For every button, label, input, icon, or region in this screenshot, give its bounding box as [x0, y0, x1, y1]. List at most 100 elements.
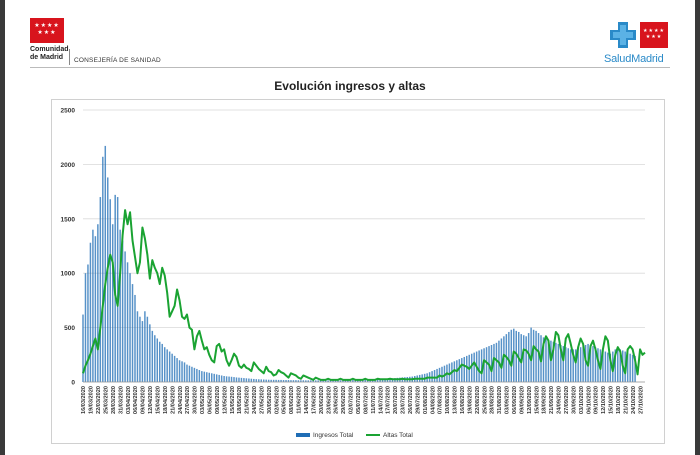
ingresos-bar — [347, 380, 349, 382]
x-tick-label: 31/08/2020 — [497, 386, 503, 414]
x-tick-label: 18/10/2020 — [616, 386, 622, 414]
x-tick-label: 10/08/2020 — [445, 386, 451, 414]
x-tick-label: 30/09/2020 — [571, 386, 577, 414]
x-tick-label: 12/04/2020 — [148, 386, 154, 414]
ingresos-bar — [545, 338, 547, 382]
x-tick-label: 12/05/2020 — [222, 386, 228, 414]
x-tick-label: 24/09/2020 — [557, 386, 563, 414]
ingresos-bar — [317, 380, 319, 382]
altas-line-layer — [82, 209, 646, 381]
x-tick-label: 11/07/2020 — [371, 386, 377, 414]
ingresos-bar — [277, 379, 280, 382]
x-tick-label: 04/08/2020 — [430, 386, 436, 414]
ingresos-bar — [139, 316, 141, 382]
x-tick-label: 27/05/2020 — [259, 386, 265, 414]
ingresos-bar — [287, 380, 290, 382]
ingresos-bar — [364, 379, 366, 382]
ingresos-bar — [431, 371, 433, 382]
ingresos-bar — [297, 380, 300, 382]
ingresos-bar — [515, 330, 518, 382]
x-tick-label: 28/08/2020 — [490, 386, 496, 414]
ingresos-bar — [116, 197, 119, 382]
ingresos-bar — [485, 347, 488, 382]
x-tick-label: 05/06/2020 — [282, 386, 288, 414]
ingresos-bar — [337, 380, 339, 382]
salud-cross-icon — [610, 22, 636, 48]
ingresos-bar — [300, 380, 302, 382]
ingresos-bar — [470, 353, 473, 382]
ingresos-bar — [525, 336, 527, 382]
ingresos-bar — [176, 358, 178, 382]
ingresos-bar — [441, 366, 443, 382]
x-tick-label: 24/10/2020 — [631, 386, 637, 414]
ingresos-bar — [126, 262, 129, 382]
x-tick-label: 05/07/2020 — [356, 386, 362, 414]
x-tick-label: 25/08/2020 — [482, 386, 488, 414]
ingresos-bar — [186, 364, 188, 382]
ingresos-bar — [379, 378, 381, 382]
ingresos-bar — [436, 368, 438, 382]
ingresos-bar — [206, 372, 208, 382]
salud-red-flag: ★★★★ ★★★ — [640, 22, 668, 48]
ingresos-bar — [228, 376, 230, 382]
ingresos-bar — [245, 378, 248, 382]
ingresos-bar — [569, 349, 572, 382]
ingresos-bar — [389, 378, 391, 382]
ingresos-bar — [594, 347, 597, 382]
x-tick-label: 25/03/2020 — [103, 386, 109, 414]
x-tick-label: 21/05/2020 — [245, 386, 251, 414]
ingresos-bar — [352, 379, 354, 382]
x-axis: 16/03/2020 19/03/2020 22/03/2020 25/03/2020… — [81, 381, 645, 414]
ingresos-bar — [154, 335, 156, 382]
y-tick-label: 0 — [71, 380, 75, 387]
x-tick-label: 11/06/2020 — [297, 386, 303, 414]
ingresos-bar — [295, 380, 297, 382]
ingresos-bar — [322, 380, 324, 382]
ingresos-bar — [339, 380, 342, 382]
ingresos-bar — [555, 342, 557, 382]
x-tick-label: 07/08/2020 — [438, 386, 444, 414]
x-tick-label: 29/06/2020 — [341, 386, 347, 414]
ingresos-bar — [565, 347, 567, 382]
x-tick-label: 02/07/2020 — [349, 386, 355, 414]
ingresos-bar — [156, 338, 159, 382]
ingresos-bar — [607, 352, 609, 382]
ingresos-bar — [171, 353, 173, 382]
x-tick-label: 27/04/2020 — [185, 386, 191, 414]
ingresos-bar — [384, 378, 386, 382]
ingresos-bar — [550, 340, 552, 382]
x-tick-label: 09/04/2020 — [141, 386, 147, 414]
ingresos-bar — [617, 347, 619, 382]
chart-legend: Ingresos Total Altas Total — [296, 432, 413, 439]
ingresos-bar — [208, 372, 211, 382]
ingresos-bar — [124, 251, 126, 382]
x-tick-label: 30/04/2020 — [193, 386, 199, 414]
ingresos-bar — [552, 341, 555, 382]
ingresos-bar — [102, 156, 104, 382]
ingresos-bar — [168, 351, 171, 382]
ingresos-bar — [97, 224, 99, 382]
altas-line — [82, 209, 646, 381]
ingresos-bar — [614, 349, 617, 382]
x-tick-label: 26/07/2020 — [408, 386, 414, 414]
x-tick-label: 20/07/2020 — [393, 386, 399, 414]
ingresos-bar — [448, 363, 451, 382]
ingresos-bar — [196, 368, 198, 382]
ingresos-bar — [461, 358, 463, 382]
ingresos-bar — [218, 374, 220, 382]
x-tick-label: 01/08/2020 — [423, 386, 429, 414]
ingresos-bar — [310, 380, 312, 382]
y-tick-label: 2000 — [61, 162, 76, 169]
ingresos-bar — [602, 350, 604, 382]
ingresos-bar — [557, 343, 560, 382]
x-tick-label: 27/10/2020 — [638, 386, 644, 414]
legend-altas-label: Altas Total — [383, 432, 413, 439]
y-tick-label: 2500 — [61, 108, 76, 115]
x-tick-label: 17/07/2020 — [386, 386, 392, 414]
x-tick-label: 21/04/2020 — [170, 386, 176, 414]
ingresos-bar — [183, 362, 186, 382]
ingresos-bar — [151, 330, 154, 382]
ingresos-bar — [243, 378, 245, 382]
x-tick-label: 31/03/2020 — [118, 386, 124, 414]
ingresos-bar — [312, 380, 314, 382]
